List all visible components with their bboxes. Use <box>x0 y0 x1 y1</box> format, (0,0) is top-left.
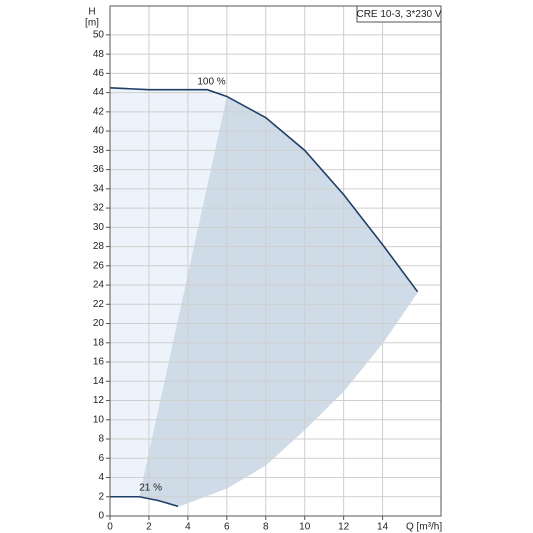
y-tick-label: 46 <box>93 68 105 79</box>
curves <box>109 86 419 508</box>
y-tick-label: 6 <box>98 453 104 464</box>
x-tick-label: 0 <box>107 522 113 533</box>
y-tick-label: 34 <box>93 183 105 194</box>
chart-title: CRE 10-3, 3*230 V <box>356 9 441 20</box>
y-tick-label: 20 <box>93 318 105 329</box>
y-tick-label: 10 <box>93 414 105 425</box>
y-tick-label: 4 <box>98 472 104 483</box>
x-axis-label: Q [m³/h] <box>406 522 442 533</box>
dark-area <box>139 96 418 507</box>
plot-frame <box>109 5 442 517</box>
y-tick-label: 22 <box>93 299 105 310</box>
x-tick-label: 6 <box>224 522 230 533</box>
y-tick-label: 16 <box>93 357 105 368</box>
x-tick-label: 12 <box>338 522 350 533</box>
y-tick-label: 36 <box>93 164 105 175</box>
boundary-curve <box>177 291 419 507</box>
operating-areas <box>110 87 418 507</box>
y-tick-label: 8 <box>98 434 104 445</box>
y-axis-label: H <box>88 7 95 18</box>
y-tick-label: 14 <box>93 376 105 387</box>
y-tick-label: 18 <box>93 337 105 348</box>
y-tick-label: 40 <box>93 126 105 137</box>
y-tick-label: 38 <box>93 145 105 156</box>
y-tick-label: 28 <box>93 241 105 252</box>
pump-curve <box>110 495 179 508</box>
curve-label: 21 % <box>139 482 162 493</box>
y-tick-label: 24 <box>93 280 105 291</box>
x-tick-label: 10 <box>299 522 311 533</box>
y-tick-label: 0 <box>98 511 104 522</box>
y-tick-label: 42 <box>93 106 105 117</box>
y-tick-label: 44 <box>93 87 105 98</box>
y-tick-label: 26 <box>93 260 105 271</box>
title-box <box>356 5 442 23</box>
y-tick-label: 48 <box>93 49 105 60</box>
y-tick-label: 30 <box>93 222 105 233</box>
y-tick-label: 2 <box>98 491 104 502</box>
y-tick-label: 32 <box>93 203 105 214</box>
x-tick-label: 8 <box>263 522 269 533</box>
y-tick-label: 12 <box>93 395 105 406</box>
x-tick-label: 14 <box>377 522 389 533</box>
curve-label: 100 % <box>197 76 225 87</box>
y-axis-unit: [m] <box>85 18 99 29</box>
y-tick-label: 50 <box>93 30 105 41</box>
pump-curve <box>109 86 419 293</box>
x-tick-label: 2 <box>146 522 152 533</box>
light-area <box>110 87 227 497</box>
x-tick-label: 4 <box>185 522 191 533</box>
